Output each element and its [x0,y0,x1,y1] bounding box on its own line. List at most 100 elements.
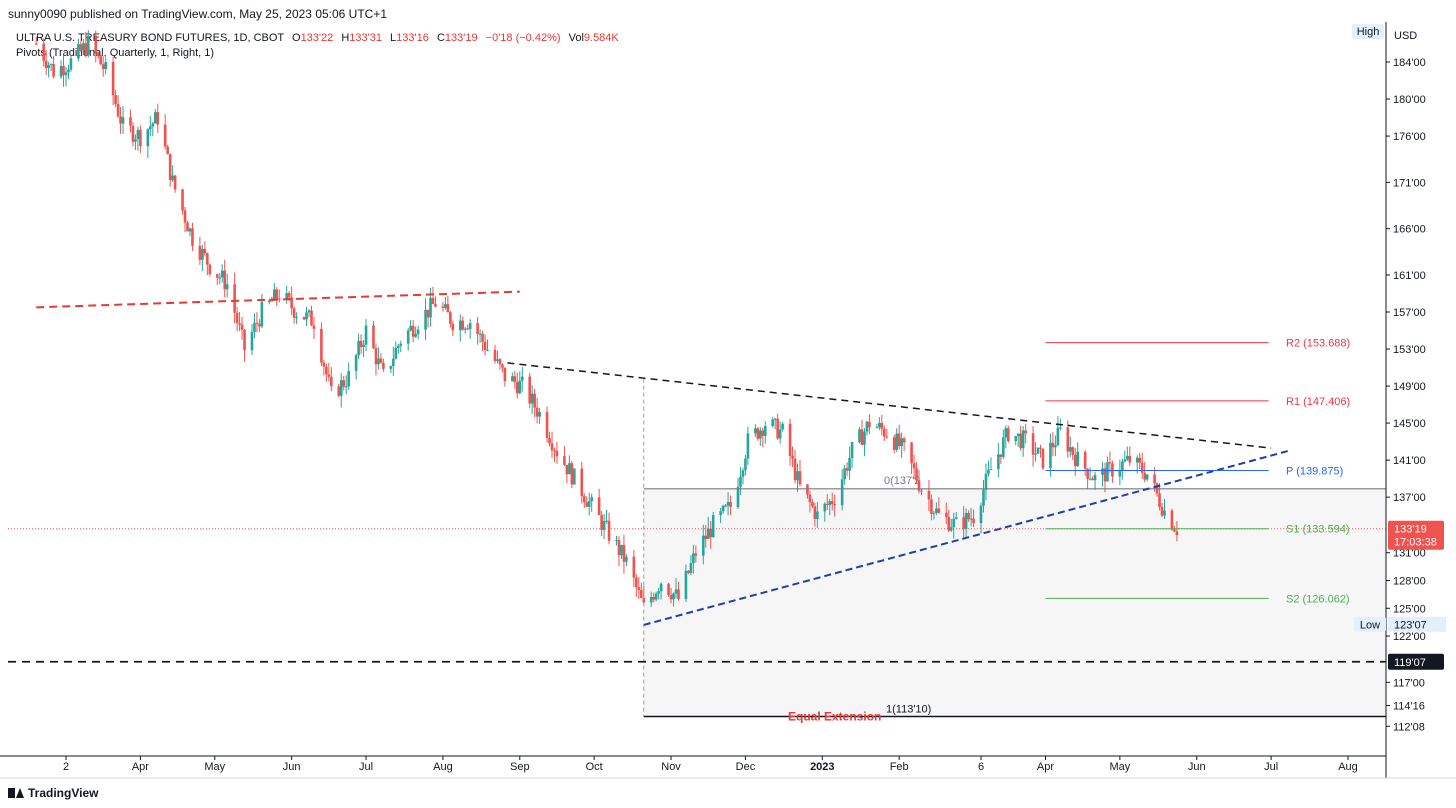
candle-body [892,437,896,450]
candle [1016,433,1020,447]
candle [667,582,670,597]
candle-body [34,43,38,45]
candle-body [597,497,601,515]
candle [354,353,358,380]
candle [538,407,541,425]
candle-body [754,428,757,434]
candle-body [1076,451,1080,467]
candle [840,469,844,511]
candle-body [1034,453,1037,455]
candle-body [344,386,348,388]
candle-body [501,364,504,368]
candle [999,454,1003,464]
candle-body [828,501,832,505]
y-tick-label: 114'16 [1393,700,1425,712]
high-value: 133'31 [349,32,382,44]
candle [649,591,653,607]
candle-body [741,470,745,477]
candle [709,521,713,549]
candle-body [101,64,105,70]
candle-body [483,341,487,351]
candle-body [463,328,467,330]
candle-body [69,58,73,70]
candle-body [1056,427,1060,446]
candle [389,365,393,374]
candle [637,577,641,599]
x-tick-label: May [204,761,225,773]
candle-body [389,366,393,369]
candle [570,460,574,489]
candle-body [151,123,155,127]
candle-body [1106,462,1109,482]
candle-body [114,95,117,105]
candle [771,416,775,428]
candle [468,319,472,339]
candle [756,426,760,441]
candle-body [186,222,189,232]
candle [59,60,63,79]
candle [77,38,80,62]
low-price-label: 123'07 [1394,620,1427,632]
candle-body [830,501,834,505]
candle-body [322,362,326,367]
candle [191,222,194,251]
candle [860,419,864,446]
candle-body [622,544,626,562]
candle [721,504,725,514]
candle [823,502,827,522]
tradingview-logo-icon [8,788,24,798]
candle [493,344,497,364]
candle-body [694,553,698,556]
candle [449,310,452,328]
candle [344,375,348,395]
candle [1066,420,1070,458]
candle [295,312,298,324]
candle-body [208,264,212,275]
candle-body [791,455,794,459]
candle [518,371,522,395]
candle [565,464,569,484]
candle [1145,474,1149,482]
candle [625,554,628,566]
candle-body [87,35,90,55]
y-tick-label: 171'00 [1393,177,1426,189]
chart-legend: ULTRA U.S. TREASURY BOND FUTURES, 1D, CB… [16,31,619,61]
candle-body [260,301,264,327]
candle [139,125,142,154]
x-tick-label: Aug [433,761,453,773]
candle [674,577,678,599]
candle-body [362,344,365,348]
candle-body [268,300,271,302]
candle [1041,448,1045,471]
y-tick-label: 125'00 [1393,603,1426,615]
candle-body [620,544,623,556]
candle-body [997,454,1000,470]
candle-body [1051,442,1055,448]
candle-body [42,43,45,61]
candle [932,511,936,520]
candle [330,367,333,392]
candle-body [1071,447,1075,455]
candle [268,298,271,305]
candle-body [364,325,368,345]
candle [1036,447,1040,455]
candle [982,479,985,513]
candle [1039,444,1042,458]
pivot-label-s1: S1 (133.594) [1286,524,1350,536]
candle-body [468,323,472,330]
candle [573,468,576,485]
y-tick-label: 112'08 [1393,721,1425,733]
pivot-label-p: P (139.875) [1286,466,1343,478]
candle-body [902,438,906,443]
candle [426,309,430,328]
candle-body [920,490,923,492]
candle [277,289,281,303]
candle-body [840,479,844,506]
candle-body [466,328,470,330]
tradingview-logo[interactable]: TradingView [8,786,98,800]
candle-body [320,328,323,363]
candle [104,58,107,75]
candle-body [327,374,331,377]
candle-body [880,422,884,429]
